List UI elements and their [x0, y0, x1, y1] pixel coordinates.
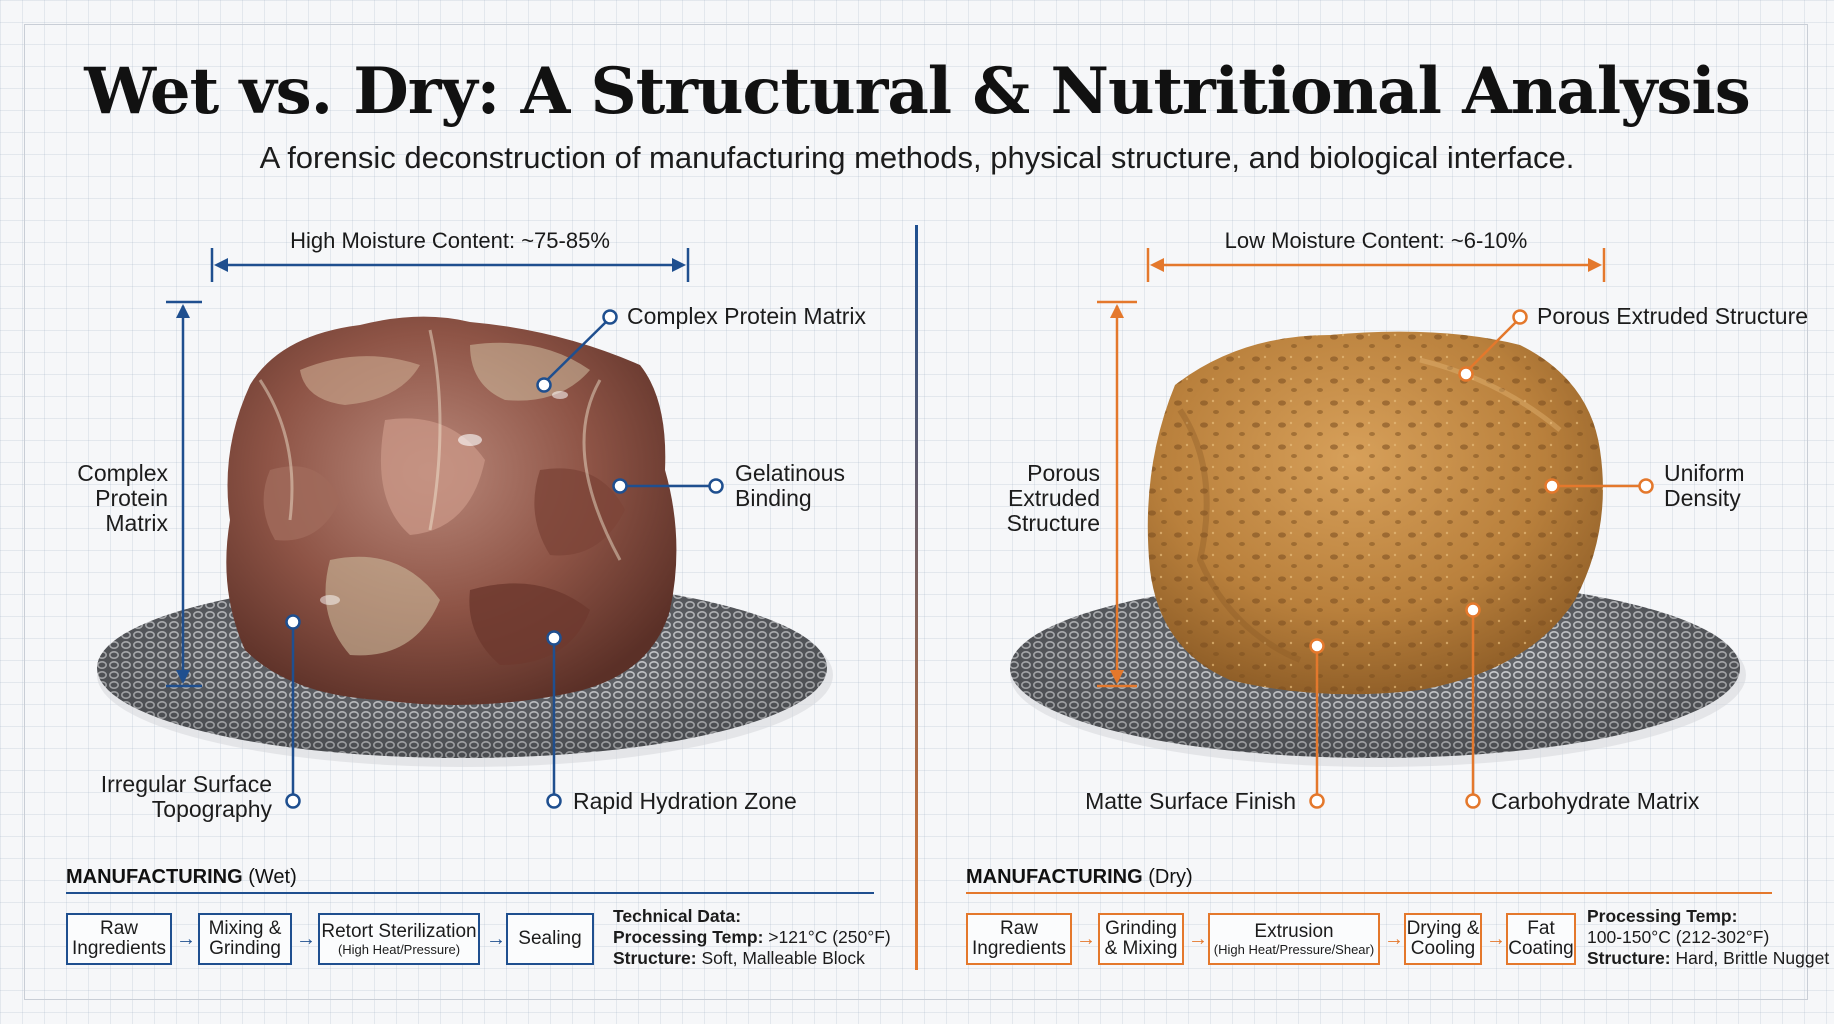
wet-step-raw-ingredients: Raw Ingredients — [66, 913, 172, 965]
dry-step-extrusion: Extrusion (High Heat/Pressure/Shear) — [1208, 913, 1380, 965]
dry-arrow-2: → — [1188, 928, 1208, 950]
wet-moisture-dimension — [210, 248, 690, 282]
dry-step-drying-cooling: Drying & Cooling — [1404, 913, 1482, 965]
wet-manufacturing-heading: MANUFACTURING (Wet) — [66, 866, 297, 888]
wet-step-retort-sterilization: Retort Sterilization (High Heat/Pressure… — [318, 913, 480, 965]
page-subtitle: A forensic deconstruction of manufacturi… — [259, 140, 1575, 175]
wet-callout-gelatinous-binding: Gelatinous Binding — [735, 460, 845, 511]
wet-height-dimension — [166, 300, 202, 688]
dry-step-raw-ingredients: Raw Ingredients — [966, 913, 1072, 965]
wet-callout-protein-matrix: Complex Protein Matrix — [627, 303, 867, 329]
wet-technical-data: Technical Data: Processing Temp: >121°C … — [613, 906, 891, 968]
diagram-frame — [24, 24, 1808, 1000]
dry-height-dimension — [1097, 300, 1137, 688]
wet-step-sealing: Sealing — [506, 913, 594, 965]
wet-callout-irregular-surface: Irregular Surface Topography — [100, 771, 272, 822]
dry-moisture-dimension — [1146, 248, 1606, 282]
dry-arrow-3: → — [1384, 928, 1404, 950]
dry-callout-uniform-density: Uniform Density — [1664, 460, 1745, 511]
dry-side-label: Porous Extruded Structure — [1006, 460, 1100, 536]
dry-arrow-4: → — [1486, 928, 1506, 950]
wet-side-label: Complex Protein Matrix — [77, 460, 168, 536]
dry-callout-lines — [1309, 309, 1654, 809]
dry-technical-data: Processing Temp: 100-150°C (212-302°F) S… — [1587, 906, 1830, 968]
center-divider — [915, 225, 918, 970]
dry-moisture-label: Low Moisture Content: ~6-10% — [1224, 228, 1528, 253]
wet-arrow-1: → — [176, 928, 196, 950]
dry-callout-matte-surface: Matte Surface Finish — [1085, 788, 1296, 814]
dry-callout-porous-structure: Porous Extruded Structure — [1537, 303, 1809, 329]
page-title: Wet vs. Dry: A Structural & Nutritional … — [84, 54, 1751, 129]
wet-arrow-3: → — [486, 928, 506, 950]
dry-food-kibble — [1147, 331, 1603, 695]
wet-step-mixing-grinding: Mixing & Grinding — [198, 913, 292, 965]
dry-step-fat-coating: Fat Coating — [1506, 913, 1576, 965]
wet-moisture-label: High Moisture Content: ~75-85% — [290, 228, 610, 253]
wet-arrow-2: → — [296, 928, 316, 950]
wet-callout-rapid-hydration: Rapid Hydration Zone — [573, 788, 797, 814]
wet-callout-lines — [285, 309, 724, 809]
wet-food-chunk — [226, 316, 677, 705]
dry-step-grinding-mixing: Grinding & Mixing — [1098, 913, 1184, 965]
dry-arrow-1: → — [1076, 928, 1096, 950]
dry-manufacturing-heading: MANUFACTURING (Dry) — [966, 866, 1193, 888]
dry-callout-carbohydrate-matrix: Carbohydrate Matrix — [1491, 788, 1700, 814]
